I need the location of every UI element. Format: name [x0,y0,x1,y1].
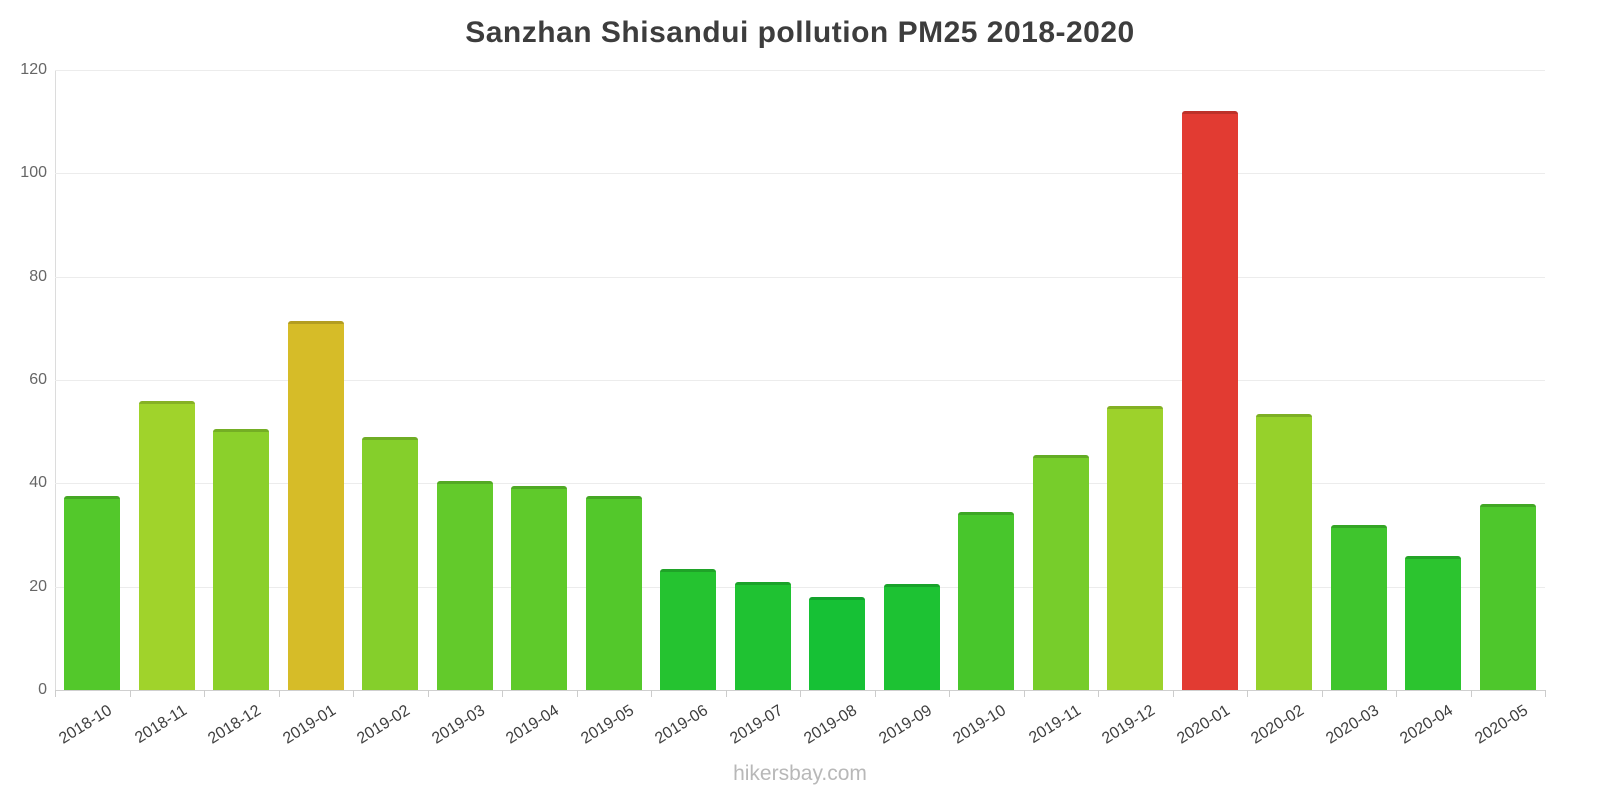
x-axis-tick [353,690,354,697]
gridline [55,483,1545,485]
x-axis-tick [1172,690,1174,697]
bar-2019-06 [660,568,717,690]
x-axis-tick [278,690,280,697]
x-axis-tick [1247,690,1248,697]
gridline [55,380,1545,381]
x-axis-tick [55,690,56,697]
bar-2019-11 [1032,454,1089,690]
bar-2018-12 [213,429,270,690]
bar-2019-01 [287,320,344,690]
x-axis-tick [1470,690,1472,697]
y-axis-tick-label: 100 [20,164,47,182]
bar-2019-03 [436,480,493,690]
bar-2019-09 [883,584,940,690]
y-axis-tick-label: 0 [38,681,47,698]
gridline [55,173,1545,175]
bar-2019-02 [362,436,419,690]
x-axis-tick [427,690,429,697]
x-axis-tick [502,690,503,697]
y-axis-tick-label: 20 [29,577,47,595]
x-axis-tick [1321,690,1323,697]
x-axis-tick [1023,690,1025,697]
x-axis-tick [1545,690,1546,697]
x-axis-tick [129,690,131,697]
x-axis-tick [1396,690,1397,697]
x-axis-tick [576,690,578,697]
bar-2020-01 [1181,111,1238,690]
x-axis-tick [651,690,652,697]
chart-title: Sanzhan Shisandui pollution PM25 2018-20… [465,16,1135,49]
bar-2019-05 [585,496,642,690]
x-axis-tick [1098,690,1099,697]
x-axis-tick [800,690,801,697]
x-axis-tick [725,690,727,697]
bar-2020-05 [1479,504,1536,690]
y-axis-tick-label: 40 [29,474,47,492]
bar-2019-12 [1107,405,1164,690]
gridline [55,70,1545,71]
x-axis-tick [949,690,950,697]
plot-area: 0 20 40 60 80 100 120 2018-10 2018-11 2018-12 2019… [20,61,1546,748]
gridline [55,586,1545,588]
watermark-text: hikersbay.com [733,762,867,785]
bar-2019-07 [734,581,791,690]
bar-2018-10 [64,496,121,690]
bar-2020-04 [1405,555,1462,690]
bar-2018-11 [138,400,195,690]
x-axis-tick [204,690,205,697]
bar-2019-04 [511,485,568,690]
bar-2019-10 [958,511,1015,690]
x-axis-tick [874,690,876,697]
bar-2020-03 [1330,524,1387,690]
y-axis-tick-label: 80 [29,267,47,285]
y-axis-tick-label: 60 [29,371,47,388]
y-axis-tick-label: 120 [20,61,47,78]
bar-2020-02 [1256,413,1313,690]
bar-2019-08 [809,597,866,690]
gridline [55,276,1545,278]
